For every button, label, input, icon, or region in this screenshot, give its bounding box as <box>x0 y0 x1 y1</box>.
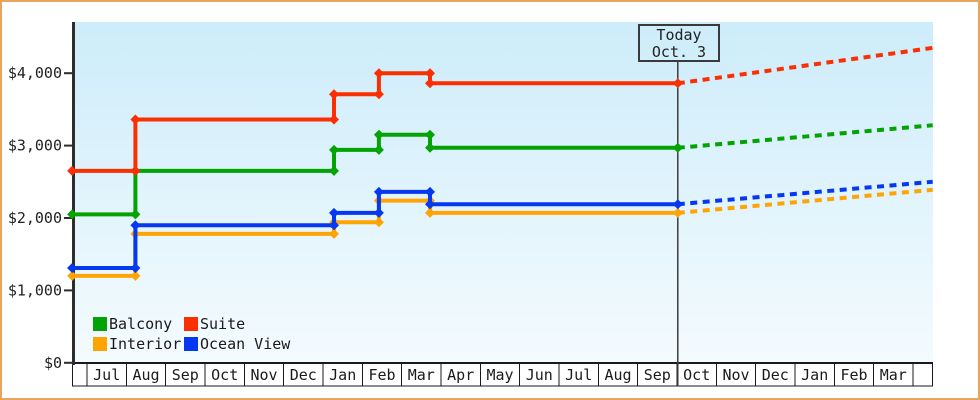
legend-label-balcony: Balcony <box>109 315 173 333</box>
month-label: Dec <box>290 366 317 384</box>
month-label: Nov <box>250 366 277 384</box>
series-balcony-line <box>72 132 678 217</box>
month-label: Apr <box>447 366 474 384</box>
legend-item-balcony: Balcony <box>93 315 184 333</box>
month-label: Feb <box>840 366 867 384</box>
month-label: Jul <box>565 366 592 384</box>
month-label: Nov <box>722 366 749 384</box>
legend-label-ocean-view: Ocean View <box>200 335 291 353</box>
today-marker-box: Today Oct. 3 <box>638 24 720 62</box>
y-tick-label: $3,000 <box>8 137 62 155</box>
month-label: Jan <box>801 366 828 384</box>
y-axis-line <box>72 22 75 365</box>
month-label: Jan <box>329 366 356 384</box>
month-label: Feb <box>368 366 395 384</box>
legend-row: Interior Ocean View <box>93 334 290 354</box>
series-ocean-view-line <box>72 189 678 270</box>
y-tick-label: $2,000 <box>8 209 62 227</box>
series-balcony-projection-line <box>677 123 933 150</box>
today-date: Oct. 3 <box>651 43 707 61</box>
month-label: Sep <box>644 366 671 384</box>
month-label: Sep <box>172 366 199 384</box>
month-label: Oct <box>211 366 238 384</box>
legend-label-suite: Suite <box>200 315 246 333</box>
legend-swatch-interior <box>93 337 107 351</box>
legend-label-interior: Interior <box>109 335 182 353</box>
month-label: Mar <box>880 366 907 384</box>
series-suite-projection-line <box>677 45 933 86</box>
series-suite-line <box>72 71 678 173</box>
legend-item-interior: Interior <box>93 335 184 353</box>
month-label: Jun <box>526 366 553 384</box>
month-label: Aug <box>604 366 631 384</box>
chart-legend: Balcony Suite Interior Ocean View <box>93 314 290 354</box>
y-tick-label: $1,000 <box>8 281 62 299</box>
today-label: Today <box>656 26 702 44</box>
month-label: Oct <box>683 366 710 384</box>
legend-row: Balcony Suite <box>93 314 290 334</box>
month-label: May <box>486 366 513 384</box>
legend-item-ocean-view: Ocean View <box>184 335 290 353</box>
series-ocean-view-projection-line <box>677 179 933 207</box>
y-tick-label: $4,000 <box>8 64 62 82</box>
month-label: Aug <box>132 366 159 384</box>
y-tick-label: $0 <box>44 354 62 372</box>
month-label: Jul <box>93 366 120 384</box>
month-label: Mar <box>408 366 435 384</box>
month-label: Dec <box>762 366 789 384</box>
legend-swatch-suite <box>184 317 198 331</box>
legend-item-suite: Suite <box>184 315 245 333</box>
series-interior-projection-line <box>677 187 933 215</box>
month-row-grid <box>72 363 933 387</box>
legend-swatch-balcony <box>93 317 107 331</box>
legend-swatch-ocean-view <box>184 337 198 351</box>
